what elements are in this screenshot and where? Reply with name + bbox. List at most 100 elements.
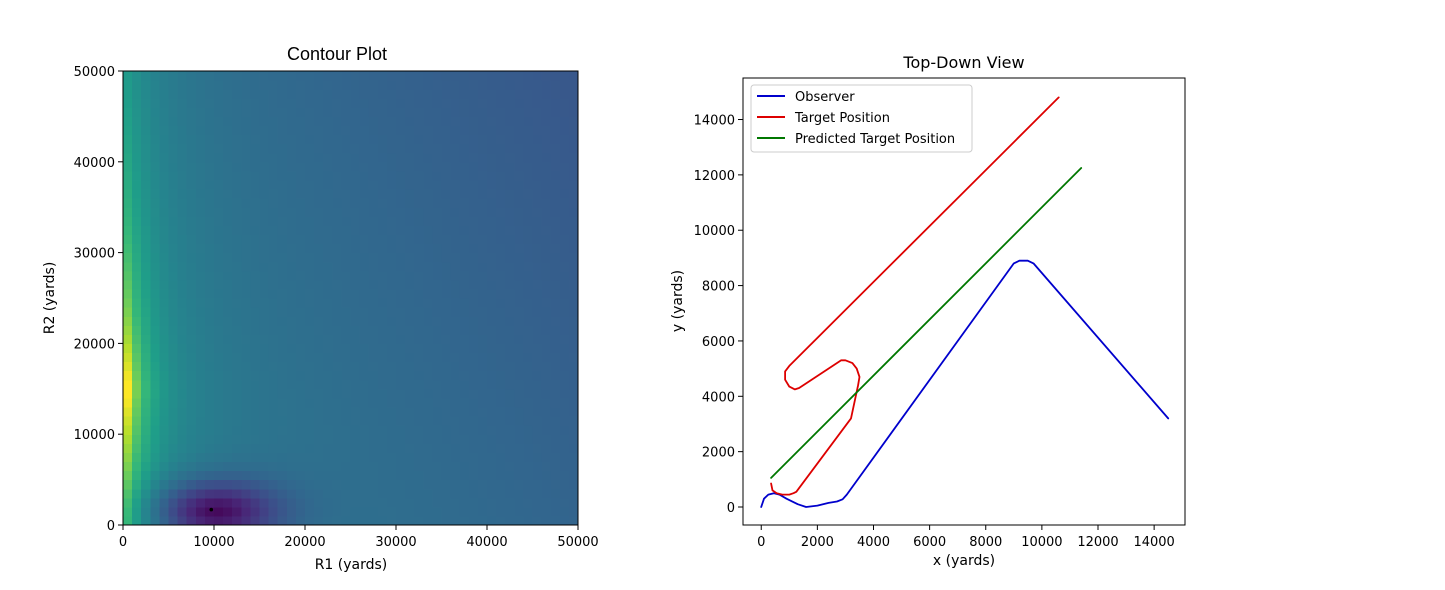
heatmap-cell bbox=[468, 497, 479, 508]
heatmap-cell bbox=[459, 198, 470, 208]
heatmap-cell bbox=[423, 288, 433, 299]
heatmap-cell bbox=[314, 343, 324, 354]
heatmap-cell bbox=[241, 325, 251, 335]
heatmap-cell bbox=[441, 270, 452, 281]
heatmap-cell bbox=[532, 352, 543, 363]
heatmap-cell bbox=[505, 416, 515, 426]
heatmap-cell bbox=[414, 207, 424, 217]
heatmap-cell bbox=[459, 352, 470, 363]
heatmap-cell bbox=[159, 334, 170, 344]
heatmap-cell bbox=[241, 379, 251, 390]
heatmap-cell bbox=[214, 343, 224, 354]
heatmap-cell bbox=[341, 143, 352, 154]
heatmap-cell bbox=[414, 288, 424, 299]
heatmap-cell bbox=[496, 225, 506, 236]
heatmap-cell bbox=[195, 343, 206, 354]
heatmap-cell bbox=[368, 252, 379, 263]
heatmap-cell bbox=[223, 416, 233, 426]
heatmap-cell bbox=[259, 80, 270, 90]
heatmap-cell bbox=[214, 361, 224, 372]
heatmap-cell bbox=[368, 298, 379, 308]
heatmap-cell bbox=[541, 152, 552, 163]
heatmap-cell bbox=[295, 179, 306, 190]
heatmap-cell bbox=[350, 325, 361, 335]
heatmap-cell bbox=[286, 443, 297, 453]
heatmap-cell bbox=[132, 388, 142, 399]
heatmap-cell bbox=[195, 434, 206, 444]
heatmap-cell bbox=[214, 488, 224, 499]
heatmap-cell bbox=[350, 143, 361, 154]
heatmap-cell bbox=[232, 107, 242, 117]
heatmap-cell bbox=[405, 470, 415, 481]
heatmap-cell bbox=[477, 152, 488, 163]
heatmap-cell bbox=[241, 443, 251, 453]
heatmap-cell bbox=[332, 416, 342, 426]
heatmap-cell bbox=[487, 243, 497, 254]
heatmap-cell bbox=[368, 152, 379, 163]
heatmap-cell bbox=[250, 116, 261, 127]
heatmap-cell bbox=[277, 461, 288, 472]
heatmap-cell bbox=[341, 443, 352, 453]
heatmap-cell bbox=[277, 452, 288, 463]
heatmap-cell bbox=[541, 425, 552, 435]
heatmap-cell bbox=[277, 279, 288, 290]
heatmap-cell bbox=[186, 216, 197, 226]
heatmap-cell bbox=[468, 416, 479, 426]
heatmap-cell bbox=[132, 261, 142, 272]
heatmap-cell bbox=[423, 225, 433, 236]
heatmap-cell bbox=[204, 497, 215, 508]
heatmap-cell bbox=[286, 107, 297, 117]
heatmap-cell bbox=[568, 89, 579, 99]
heatmap-cell bbox=[286, 243, 297, 254]
heatmap-cell bbox=[341, 307, 352, 317]
heatmap-cell bbox=[277, 488, 288, 499]
heatmap-cell bbox=[286, 479, 297, 490]
heatmap-cell bbox=[132, 134, 142, 145]
heatmap-cell bbox=[568, 461, 579, 472]
heatmap-cell bbox=[396, 325, 406, 335]
heatmap-cell bbox=[150, 334, 160, 344]
heatmap-cell bbox=[377, 279, 388, 290]
heatmap-cell bbox=[141, 307, 151, 317]
heatmap-cell bbox=[441, 316, 452, 326]
heatmap-cell bbox=[241, 515, 251, 526]
heatmap-cell bbox=[514, 225, 524, 236]
heatmap-cell bbox=[141, 107, 151, 117]
heatmap-cell bbox=[295, 334, 306, 344]
heatmap-cell bbox=[505, 515, 515, 526]
heatmap-cell bbox=[223, 225, 233, 236]
heatmap-cell bbox=[405, 225, 415, 236]
heatmap-cell bbox=[514, 216, 524, 226]
heatmap-cell bbox=[250, 370, 261, 381]
heatmap-cell bbox=[286, 279, 297, 290]
heatmap-cell bbox=[459, 361, 470, 372]
heatmap-cell bbox=[241, 243, 251, 254]
heatmap-cell bbox=[350, 252, 361, 263]
heatmap-cell bbox=[459, 116, 470, 127]
heatmap-cell bbox=[168, 515, 179, 526]
heatmap-cell bbox=[223, 170, 233, 181]
heatmap-cell bbox=[141, 488, 151, 499]
heatmap-cell bbox=[195, 198, 206, 208]
heatmap-cell bbox=[423, 89, 433, 99]
heatmap-cell bbox=[286, 143, 297, 154]
heatmap-cell bbox=[332, 71, 342, 81]
heatmap-cell bbox=[341, 107, 352, 117]
heatmap-cell bbox=[268, 379, 279, 390]
heatmap-cell bbox=[168, 189, 179, 199]
heatmap-cell bbox=[405, 479, 415, 490]
heatmap-cell bbox=[286, 397, 297, 408]
heatmap-cell bbox=[186, 143, 197, 154]
heatmap-cell bbox=[496, 243, 506, 254]
heatmap-cell bbox=[414, 71, 424, 81]
heatmap-cell bbox=[268, 98, 279, 108]
heatmap-cell bbox=[195, 107, 206, 117]
heatmap-cell bbox=[341, 470, 352, 481]
heatmap-cell bbox=[250, 207, 261, 217]
heatmap-cell bbox=[159, 506, 170, 517]
heatmap-cell bbox=[341, 252, 352, 263]
heatmap-cell bbox=[487, 279, 497, 290]
heatmap-cell bbox=[559, 506, 570, 517]
heatmap-cell bbox=[441, 343, 452, 354]
heatmap-cell bbox=[286, 434, 297, 444]
